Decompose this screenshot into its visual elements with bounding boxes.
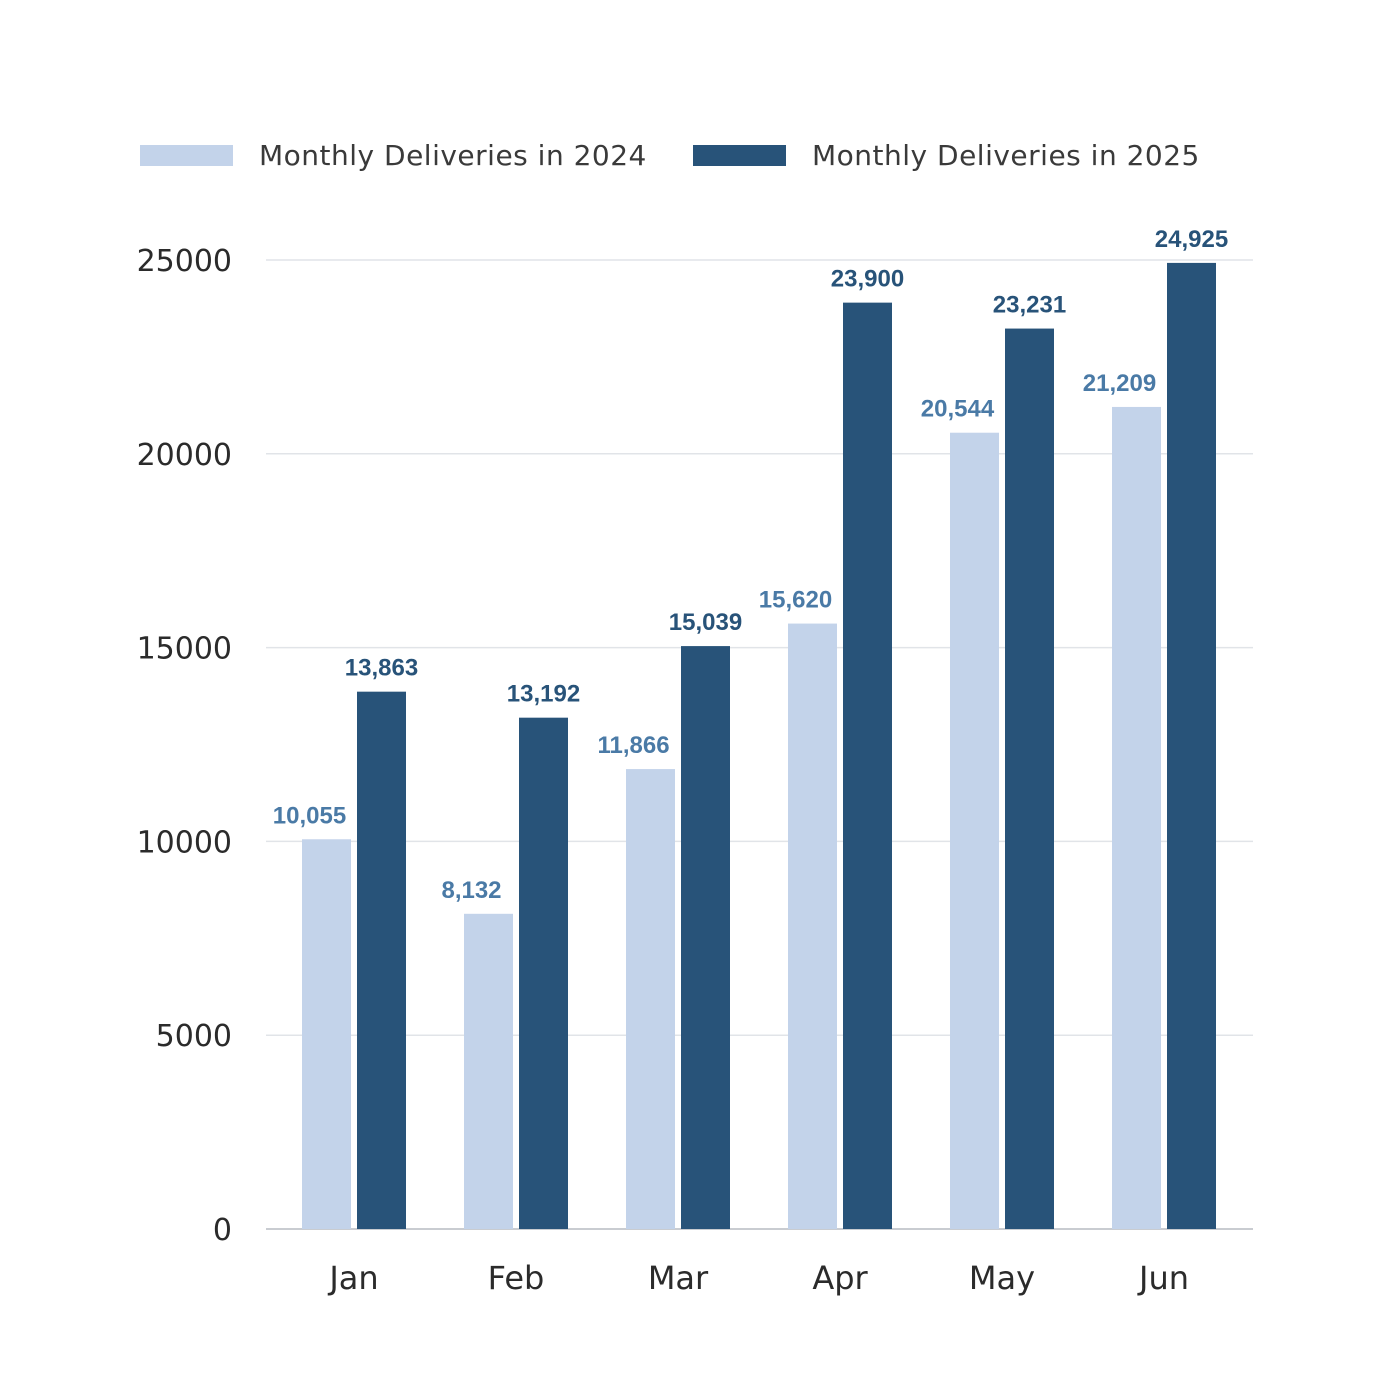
bar-may-2025 <box>1005 328 1054 1230</box>
y-axis: 0 5000 10000 15000 20000 25000 <box>137 244 232 1248</box>
data-label: 24,925 <box>1155 226 1228 253</box>
x-tick-label-jan: Jan <box>327 1259 378 1297</box>
data-label: 13,192 <box>507 681 580 708</box>
y-tick-label: 0 <box>213 1213 232 1248</box>
x-axis: Jan Feb Mar Apr May Jun <box>327 1259 1189 1297</box>
data-label: 15,039 <box>669 609 742 636</box>
data-label: 23,900 <box>831 266 904 293</box>
bar-apr-2024 <box>788 623 837 1229</box>
data-label: 13,863 <box>345 655 418 682</box>
data-label: 15,620 <box>759 587 832 614</box>
bar-may-2024 <box>950 432 999 1229</box>
bar-jun-2025 <box>1167 262 1216 1230</box>
x-tick-label-feb: Feb <box>488 1259 545 1297</box>
legend: Monthly Deliveries in 2024 Monthly Deliv… <box>140 139 1200 172</box>
y-tick-label: 20000 <box>137 438 232 473</box>
data-label: 20,544 <box>921 396 995 423</box>
data-labels: 10,055 13,863 8,132 13,192 11,866 15,039 15,62… <box>273 226 1228 904</box>
legend-label-2025: Monthly Deliveries in 2025 <box>812 139 1200 172</box>
bar-apr-2025 <box>843 302 892 1229</box>
data-label: 21,209 <box>1083 370 1156 397</box>
gridlines <box>266 259 1253 1230</box>
bars <box>302 262 1216 1230</box>
bar-feb-2025 <box>519 717 568 1229</box>
data-label: 23,231 <box>993 292 1066 319</box>
x-tick-label-apr: Apr <box>812 1259 868 1297</box>
data-label: 8,132 <box>441 877 501 904</box>
bar-jan-2024 <box>302 839 351 1229</box>
bar-mar-2025 <box>681 646 730 1229</box>
y-tick-label: 10000 <box>137 825 232 860</box>
x-tick-label-jun: Jun <box>1137 1259 1189 1297</box>
bar-jan-2025 <box>357 691 406 1229</box>
legend-label-2024: Monthly Deliveries in 2024 <box>259 139 647 172</box>
legend-swatch-2024 <box>140 145 233 166</box>
bar-jun-2024 <box>1112 406 1161 1229</box>
y-tick-label: 5000 <box>156 1019 232 1054</box>
data-label: 10,055 <box>273 802 346 829</box>
x-tick-label-may: May <box>969 1259 1035 1297</box>
data-label: 11,866 <box>597 732 669 759</box>
bar-mar-2024 <box>626 769 675 1229</box>
y-tick-label: 15000 <box>137 632 232 667</box>
y-tick-label: 25000 <box>137 244 232 279</box>
bar-feb-2024 <box>464 913 513 1229</box>
x-tick-label-mar: Mar <box>648 1259 709 1297</box>
legend-swatch-2025 <box>693 145 786 166</box>
